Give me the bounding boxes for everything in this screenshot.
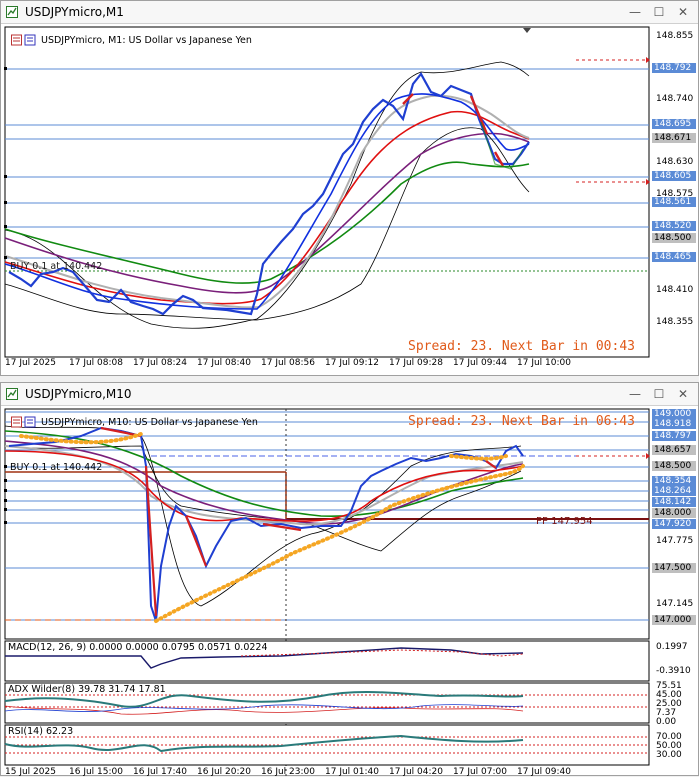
chart-properties-icon[interactable] [11, 34, 37, 46]
time-axis-label: 17 Jul 01:40 [325, 767, 379, 777]
price-scale-label: 147.775 [656, 536, 694, 546]
price-tag: 147.000 [652, 615, 696, 625]
price-tag: 148.264 [652, 486, 696, 496]
price-scale-label: 148.630 [656, 157, 694, 167]
price-tag: 148.465 [652, 252, 696, 262]
time-axis-label: 17 Jul 09:12 [325, 358, 379, 368]
chart-symbol-description: USDJPYmicro, M1: US Dollar vs Japanese Y… [41, 34, 252, 46]
minimize-icon[interactable]: — [629, 5, 641, 19]
chart-header: USDJPYmicro, M10: US Dollar vs Japanese … [11, 416, 258, 428]
price-tag: 148.605 [652, 171, 696, 181]
price-scale-label: 148.410 [656, 285, 694, 295]
price-tag: 147.920 [652, 519, 696, 529]
price-tag: 147.500 [652, 563, 696, 573]
price-tag: 148.657 [652, 445, 696, 455]
maximize-icon[interactable]: ☐ [653, 5, 665, 19]
price-tag: 149.000 [652, 409, 696, 419]
price-tag: 148.500 [652, 461, 696, 471]
chart-window-m1[interactable]: USDJPYmicro,M1 — ☐ ✕ [0, 0, 699, 376]
close-icon[interactable]: ✕ [677, 387, 689, 401]
rsi-scale-label: 70.00 [656, 732, 682, 742]
time-axis-label: 17 Jul 09:44 [453, 358, 507, 368]
chart-window-icon [6, 388, 18, 400]
trade-level-label: BUY 0.1 at 140.442 [10, 261, 103, 272]
spread-timer: Spread: 23. Next Bar in 00:43 [408, 339, 635, 354]
adx-scale-label: 7.37 [656, 708, 677, 718]
minimize-icon[interactable]: — [629, 387, 641, 401]
price-tag: 148.561 [652, 197, 696, 207]
adx-scale-label: 25.00 [656, 699, 682, 709]
chart-window-m10[interactable]: USDJPYmicro,M10 — ☐ ✕ [0, 382, 699, 777]
rsi-scale-label: 30.00 [656, 750, 682, 760]
price-scale-label: 148.855 [656, 31, 694, 41]
time-axis-label: 16 Jul 15:00 [69, 767, 123, 777]
macd-scale-label: 0.1997 [656, 642, 688, 652]
price-scale-label: 147.145 [656, 599, 694, 609]
time-axis-label: 17 Jul 08:56 [261, 358, 315, 368]
chart-symbol-description: USDJPYmicro, M10: US Dollar vs Japanese … [41, 416, 258, 428]
macd-scale-label: -0.3910 [656, 666, 691, 676]
time-axis-label: 17 Jul 09:28 [389, 358, 443, 368]
price-scale-label: 148.355 [656, 317, 694, 327]
spread-timer: Spread: 23. Next Bar in 06:43 [408, 414, 635, 429]
price-tag: 148.354 [652, 476, 696, 486]
time-axis-label: 16 Jul 20:20 [197, 767, 251, 777]
time-axis-label: 17 Jul 08:24 [133, 358, 187, 368]
price-tag: 148.142 [652, 497, 696, 507]
price-tag: 148.671 [652, 133, 696, 143]
price-scale-label: 148.575 [656, 189, 694, 199]
price-tag: 148.695 [652, 119, 696, 129]
price-tag: 148.000 [652, 508, 696, 518]
price-tag: 148.918 [652, 419, 696, 429]
price-tag: 148.500 [652, 233, 696, 243]
time-axis-label: 15 Jul 2025 [5, 767, 56, 777]
time-axis-label: 16 Jul 17:40 [133, 767, 187, 777]
price-chart-m10[interactable] [1, 406, 698, 776]
adx-scale-label: 0.00 [656, 717, 677, 727]
time-axis-label: 17 Jul 07:00 [453, 767, 507, 777]
price-scale-label: 148.740 [656, 94, 694, 104]
time-axis-label: 17 Jul 08:08 [69, 358, 123, 368]
time-axis-label: 17 Jul 08:40 [197, 358, 251, 368]
chart-window-icon [6, 6, 18, 18]
time-axis-label: 17 Jul 04:20 [389, 767, 443, 777]
adx-scale-label: 75.51 [656, 681, 682, 691]
price-tag: 148.792 [652, 63, 696, 73]
price-tag: 148.797 [652, 431, 696, 441]
close-icon[interactable]: ✕ [677, 5, 689, 19]
window-title: USDJPYmicro,M10 [25, 387, 132, 401]
chart-properties-icon[interactable] [11, 416, 37, 428]
window-titlebar[interactable]: USDJPYmicro,M1 — ☐ ✕ [1, 1, 698, 24]
adx-label: ADX Wilder(8) 39.78 31.74 17.81 [8, 684, 166, 695]
rsi-scale-label: 50.00 [656, 741, 682, 751]
trade-level-label: BUY 0.1 at 140.442 [10, 462, 103, 473]
time-axis-label: 17 Jul 2025 [5, 358, 56, 368]
time-axis-label: 16 Jul 23:00 [261, 767, 315, 777]
price-tag: 148.520 [652, 221, 696, 231]
time-axis-label: 17 Jul 09:40 [517, 767, 571, 777]
macd-label: MACD(12, 26, 9) 0.0000 0.0000 0.0795 0.0… [8, 642, 268, 653]
maximize-icon[interactable]: ☐ [653, 387, 665, 401]
pivot-label: PP 147.954 [536, 516, 593, 527]
adx-scale-label: 45.00 [656, 690, 682, 700]
window-title: USDJPYmicro,M1 [25, 5, 124, 19]
price-chart-m1[interactable] [1, 24, 698, 376]
rsi-label: RSI(14) 62.23 [8, 726, 74, 737]
time-axis-label: 17 Jul 10:00 [517, 358, 571, 368]
window-titlebar[interactable]: USDJPYmicro,M10 — ☐ ✕ [1, 383, 698, 406]
chart-header: USDJPYmicro, M1: US Dollar vs Japanese Y… [11, 34, 252, 46]
